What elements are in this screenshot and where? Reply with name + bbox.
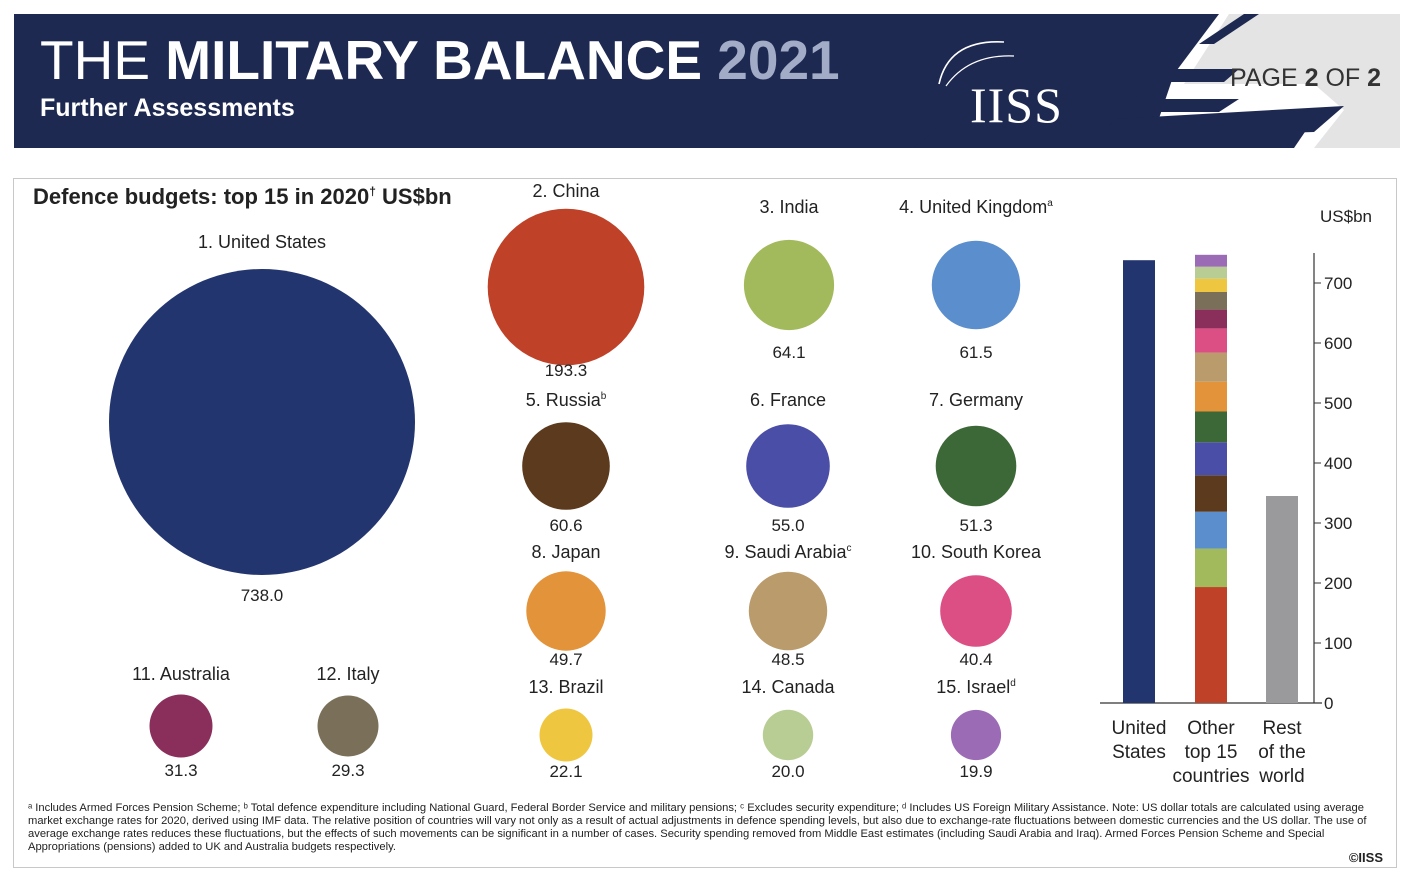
- y-tick-label-100: 100: [1324, 634, 1352, 653]
- chart-title: Defence budgets: top 15 in 2020† US$bn: [33, 184, 452, 210]
- chart-panel: [13, 178, 1397, 868]
- bar-segment-russia: [1195, 475, 1227, 512]
- bubble-value-germany: 51.3: [959, 516, 992, 535]
- page-subtitle: Further Assessments: [40, 94, 295, 122]
- bar-category-label: countries: [1172, 766, 1249, 787]
- bubble-label-australia: 11. Australia: [132, 664, 231, 684]
- bubble-label-france: 6. France: [750, 390, 826, 410]
- bubble-label-japan: 8. Japan: [531, 542, 600, 562]
- bar-segment-saudi-arabia: [1195, 352, 1227, 382]
- page-indicator: PAGE 2 OF 2: [1230, 64, 1381, 93]
- bar-segment-japan: [1195, 381, 1227, 412]
- page-total: 2: [1367, 64, 1382, 92]
- bubble-italy: [317, 695, 379, 757]
- bubble-value-canada: 20.0: [771, 762, 804, 781]
- bubble-brazil: [539, 708, 593, 762]
- header-background: [14, 14, 1400, 148]
- bubble-label-united-states: 1. United States: [198, 232, 326, 252]
- bubble-value-russia: 60.6: [549, 516, 582, 535]
- copyright-credit: ©IISS: [1348, 850, 1383, 865]
- bar-segment-rest-of-the-world: [1266, 496, 1298, 703]
- bubble-label-china: 2. China: [532, 181, 600, 201]
- bar-segment-brazil: [1195, 278, 1227, 292]
- page-of: OF: [1325, 64, 1361, 92]
- bubble-value-israel: 19.9: [959, 762, 992, 781]
- chart-title-mark: †: [369, 184, 376, 199]
- bar-category-label: top 15: [1185, 742, 1238, 763]
- y-tick-label-0: 0: [1324, 694, 1333, 713]
- bubble-value-japan: 49.7: [549, 650, 582, 669]
- chart-title-unit: US$bn: [382, 184, 452, 209]
- bubble-israel: [950, 709, 1002, 761]
- bubble-value-italy: 29.3: [331, 761, 364, 780]
- bubble-label-saudi-arabia: 9. Saudi Arabiac: [724, 542, 851, 562]
- bubble-united-kingdom: [931, 240, 1021, 330]
- bar-segment-united-states: [1123, 260, 1155, 703]
- bar-category-label: Other: [1187, 718, 1235, 739]
- bubble-value-france: 55.0: [771, 516, 804, 535]
- bubble-label-india: 3. India: [759, 197, 819, 217]
- bubble-value-china: 193.3: [545, 361, 588, 380]
- bar-unit-label: US$bn: [1320, 207, 1372, 226]
- bubble-label-united-kingdom: 4. United Kingdoma: [899, 197, 1053, 217]
- bubble-japan: [526, 571, 606, 651]
- bubble-label-brazil: 13. Brazil: [528, 677, 603, 697]
- bubble-label-south-korea: 10. South Korea: [911, 542, 1042, 562]
- y-tick-label-400: 400: [1324, 454, 1352, 473]
- bubble-value-united-states: 738.0: [241, 586, 284, 605]
- bubble-south-korea: [940, 575, 1012, 647]
- bubble-value-saudi-arabia: 48.5: [771, 650, 804, 669]
- title-prefix: THE: [40, 29, 150, 91]
- title-year: 2021: [717, 29, 840, 91]
- bubble-saudi-arabia: [748, 571, 828, 651]
- bubble-value-australia: 31.3: [164, 761, 197, 780]
- bar-segment-united-kingdom: [1195, 511, 1227, 549]
- chart-title-text: Defence budgets: top 15 in 2020: [33, 184, 370, 209]
- bar-category-label: Rest: [1262, 718, 1302, 739]
- y-tick-label-200: 200: [1324, 574, 1352, 593]
- bar-category-label: United: [1112, 718, 1167, 739]
- bar-segment-france: [1195, 442, 1227, 476]
- page-current: 2: [1304, 64, 1319, 92]
- bubble-value-india: 64.1: [772, 343, 805, 362]
- page-title: THE MILITARY BALANCE 2021: [40, 28, 840, 92]
- y-tick-label-700: 700: [1324, 274, 1352, 293]
- bar-segment-israel: [1195, 254, 1227, 267]
- bar-segment-germany: [1195, 411, 1227, 443]
- title-main: MILITARY BALANCE: [165, 29, 703, 91]
- bubble-france: [746, 424, 830, 508]
- bar-segment-india: [1195, 548, 1227, 588]
- bar-segment-china: [1195, 587, 1227, 703]
- bubble-united-states: [109, 269, 415, 575]
- bubble-label-canada: 14. Canada: [741, 677, 835, 697]
- bar-segment-south-korea: [1195, 328, 1227, 353]
- bubble-label-germany: 7. Germany: [929, 390, 1023, 410]
- bubble-india: [743, 239, 835, 331]
- y-tick-label-500: 500: [1324, 394, 1352, 413]
- iiss-logo: IISS: [970, 77, 1063, 133]
- y-tick-label-600: 600: [1324, 334, 1352, 353]
- bubble-russia: [522, 422, 610, 510]
- bar-category-label: States: [1112, 742, 1166, 763]
- y-tick-label-300: 300: [1324, 514, 1352, 533]
- bubble-label-italy: 12. Italy: [316, 664, 379, 684]
- page-prefix: PAGE: [1230, 64, 1298, 92]
- bar-segment-australia: [1195, 309, 1227, 329]
- bubble-canada: [762, 709, 814, 761]
- bubble-label-israel: 15. Israeld: [936, 677, 1016, 697]
- bubble-label-russia: 5. Russiab: [526, 390, 607, 410]
- bubble-china: [487, 208, 645, 366]
- bubble-value-united-kingdom: 61.5: [959, 343, 992, 362]
- bar-segment-italy: [1195, 292, 1227, 310]
- bubble-australia: [149, 694, 213, 758]
- bubble-value-south-korea: 40.4: [959, 650, 992, 669]
- bar-category-label: world: [1258, 766, 1304, 787]
- bar-segment-canada: [1195, 266, 1227, 279]
- bubble-value-brazil: 22.1: [549, 762, 582, 781]
- bubble-germany: [935, 425, 1017, 507]
- bar-category-label: of the: [1258, 742, 1306, 763]
- footnote: ᵃ Includes Armed Forces Pension Scheme; …: [28, 802, 1367, 853]
- header-banner: THE MILITARY BALANCE 2021 Further Assess…: [14, 14, 1400, 148]
